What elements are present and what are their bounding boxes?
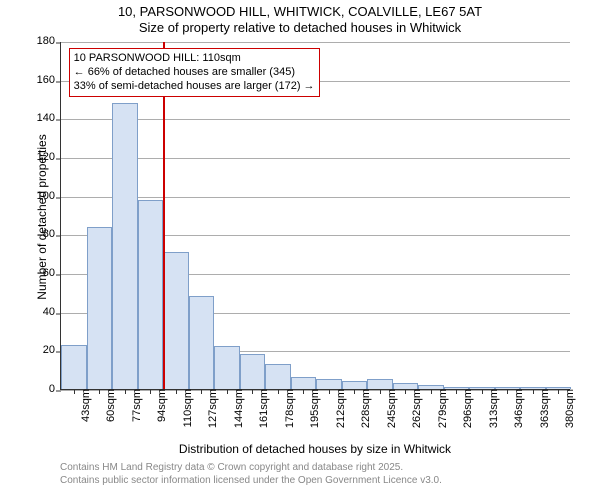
xtick-mark <box>507 389 508 394</box>
histogram-bar <box>291 377 317 389</box>
ytick-mark <box>56 275 61 276</box>
chart-title-1: 10, PARSONWOOD HILL, WHITWICK, COALVILLE… <box>0 4 600 19</box>
xtick-label: 296sqm <box>460 389 474 428</box>
xtick-label: 363sqm <box>537 389 551 428</box>
xtick-label: 279sqm <box>435 389 449 428</box>
ytick-mark <box>56 120 61 121</box>
xtick-mark <box>431 389 432 394</box>
xtick-mark <box>558 389 559 394</box>
xtick-mark <box>99 389 100 394</box>
histogram-bar <box>214 346 240 389</box>
ytick-mark <box>56 391 61 392</box>
xtick-label: 245sqm <box>384 389 398 428</box>
ytick-mark <box>56 236 61 237</box>
annotation-line: 33% of semi-detached houses are larger (… <box>74 79 315 93</box>
xtick-label: 161sqm <box>256 389 270 428</box>
annotation-box: 10 PARSONWOOD HILL: 110sqm← 66% of detac… <box>69 48 320 97</box>
xtick-mark <box>456 389 457 394</box>
histogram-bar <box>138 200 164 389</box>
xtick-mark <box>201 389 202 394</box>
xtick-mark <box>405 389 406 394</box>
xtick-label: 195sqm <box>307 389 321 428</box>
xtick-mark <box>252 389 253 394</box>
xtick-label: 94sqm <box>154 389 168 422</box>
footer-line-2: Contains public sector information licen… <box>60 475 442 486</box>
histogram-bar <box>163 252 189 389</box>
histogram-bar <box>367 379 393 389</box>
ytick-mark <box>56 81 61 82</box>
xtick-label: 127sqm <box>205 389 219 428</box>
x-axis-label: Distribution of detached houses by size … <box>60 442 570 456</box>
xtick-label: 346sqm <box>511 389 525 428</box>
ytick-label: 160 <box>37 74 61 86</box>
xtick-label: 212sqm <box>333 389 347 428</box>
histogram-bar <box>87 227 113 389</box>
xtick-label: 380sqm <box>562 389 576 428</box>
ytick-mark <box>56 159 61 160</box>
xtick-label: 313sqm <box>486 389 500 428</box>
annotation-line: 10 PARSONWOOD HILL: 110sqm <box>74 51 315 65</box>
histogram-bar <box>61 345 87 389</box>
xtick-label: 178sqm <box>282 389 296 428</box>
xtick-label: 77sqm <box>129 389 143 422</box>
histogram-bar <box>316 379 342 389</box>
y-axis-label: Number of detached properties <box>35 117 49 317</box>
xtick-mark <box>176 389 177 394</box>
ytick-label: 0 <box>49 383 61 395</box>
xtick-mark <box>303 389 304 394</box>
xtick-mark <box>74 389 75 394</box>
xtick-mark <box>227 389 228 394</box>
xtick-label: 110sqm <box>180 389 194 427</box>
histogram-bar <box>112 103 138 389</box>
xtick-mark <box>354 389 355 394</box>
xtick-label: 60sqm <box>103 389 117 422</box>
xtick-label: 228sqm <box>358 389 372 428</box>
footer-line-1: Contains HM Land Registry data © Crown c… <box>60 462 403 473</box>
ytick-label: 180 <box>37 35 61 47</box>
xtick-mark <box>329 389 330 394</box>
xtick-label: 43sqm <box>78 389 92 422</box>
xtick-label: 262sqm <box>409 389 423 428</box>
histogram-bar <box>189 296 215 389</box>
xtick-mark <box>125 389 126 394</box>
xtick-label: 144sqm <box>231 389 245 428</box>
annotation-line: ← 66% of detached houses are smaller (34… <box>74 65 315 79</box>
ytick-mark <box>56 43 61 44</box>
xtick-mark <box>380 389 381 394</box>
xtick-mark <box>482 389 483 394</box>
plot-area: 02040608010012014016018043sqm60sqm77sqm9… <box>60 42 570 390</box>
ytick-label: 20 <box>43 344 61 356</box>
ytick-mark <box>56 313 61 314</box>
histogram-bar <box>240 354 266 389</box>
chart-title-2: Size of property relative to detached ho… <box>0 20 600 35</box>
xtick-mark <box>278 389 279 394</box>
gridline <box>61 42 570 43</box>
xtick-mark <box>150 389 151 394</box>
ytick-mark <box>56 197 61 198</box>
xtick-mark <box>533 389 534 394</box>
histogram-bar <box>265 364 291 389</box>
histogram-bar <box>342 381 368 389</box>
